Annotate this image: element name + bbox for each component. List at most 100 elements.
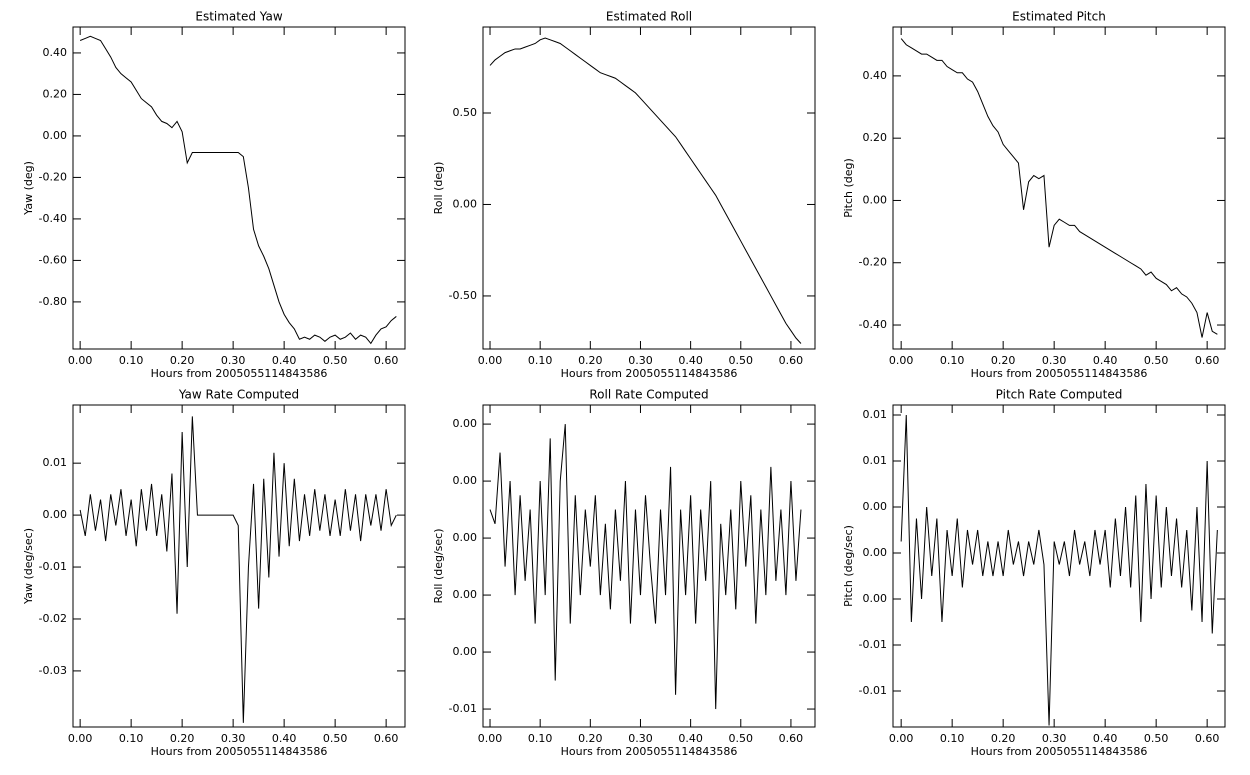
x-tick-label: 0.40 [1093,354,1118,367]
data-line [79,416,397,723]
y-tick-label: -0.80 [39,295,67,308]
data-line [900,38,1218,338]
x-tick-label: 0.60 [779,732,804,745]
plot-frame [482,26,816,350]
y-tick-label: 0.00 [863,500,888,513]
data-line [489,37,802,344]
plot-frame [72,404,406,728]
data-line [900,414,1218,726]
y-tick-label: 0.00 [43,508,68,521]
panel: Roll Rate Computed Hours from 20050551148… [432,388,816,758]
x-tick-label: 0.20 [991,732,1016,745]
y-axis-label: Pitch (deg/sec) [842,525,855,607]
panel-title: Pitch Rate Computed [996,388,1123,402]
x-tick-label: 0.50 [1144,354,1169,367]
y-tick-label: 0.00 [453,588,478,601]
y-tick-label: 0.00 [453,474,478,487]
data-line [489,424,802,710]
plot-frame [892,404,1226,728]
x-axis-label: Hours from 2005055114843586 [561,367,738,380]
x-tick-label: 0.20 [170,354,195,367]
y-tick-label: 0.01 [863,454,888,467]
panel-title: Estimated Pitch [1012,10,1106,24]
x-tick-label: 0.50 [323,732,348,745]
y-tick-label: -0.20 [39,170,67,183]
y-tick-label: 0.20 [43,87,68,100]
plot-frame [72,26,406,350]
x-tick-label: 0.30 [628,354,653,367]
plot-frame [892,26,1226,350]
x-tick-label: 0.20 [578,354,603,367]
panel-title: Roll Rate Computed [589,388,708,402]
panel: Estimated Roll Hours from 200505511484358… [432,10,816,380]
y-tick-label: 0.00 [863,546,888,559]
y-tick-label: 0.00 [453,645,478,658]
x-tick-label: 0.00 [68,354,93,367]
y-tick-label: 0.00 [453,417,478,430]
y-axis-label: Yaw (deg/sec) [22,528,35,605]
panel: Estimated Pitch Hours from 20050551148435… [842,10,1226,380]
panel-title: Estimated Roll [606,10,692,24]
y-tick-label: 0.20 [863,131,888,144]
x-tick-label: 0.50 [729,354,754,367]
panel-title: Estimated Yaw [195,10,282,24]
x-tick-label: 0.30 [1042,732,1067,745]
x-tick-label: 0.00 [889,732,914,745]
x-tick-label: 0.20 [991,354,1016,367]
y-tick-label: 0.00 [863,193,888,206]
x-tick-label: 0.10 [940,354,965,367]
x-tick-label: 0.10 [119,354,144,367]
x-tick-label: 0.60 [374,354,399,367]
y-tick-label: -0.50 [449,289,477,302]
x-tick-label: 0.00 [68,732,93,745]
x-tick-label: 0.00 [889,354,914,367]
x-tick-label: 0.30 [221,354,246,367]
panel: Pitch Rate Computed Hours from 2005055114… [842,388,1226,758]
y-axis-label: Pitch (deg) [842,158,855,218]
y-tick-label: 0.00 [453,197,478,210]
y-tick-label: -0.01 [859,684,887,697]
y-tick-label: 0.01 [43,456,68,469]
panel: Yaw Rate Computed Hours from 200505511484… [22,388,406,758]
y-tick-label: 0.50 [453,106,478,119]
y-tick-label: -0.40 [39,212,67,225]
x-tick-label: 0.60 [1195,732,1220,745]
x-tick-label: 0.00 [478,354,503,367]
x-axis-label: Hours from 2005055114843586 [151,745,328,758]
y-tick-label: -0.01 [449,702,477,715]
y-tick-label: -0.60 [39,253,67,266]
x-tick-label: 0.10 [528,354,553,367]
y-tick-label: -0.01 [859,638,887,651]
y-tick-label: -0.40 [859,318,887,331]
x-tick-label: 0.10 [528,732,553,745]
y-tick-label: 0.00 [43,129,68,142]
panel: Estimated Yaw Hours from 2005055114843586… [22,10,406,380]
x-tick-label: 0.40 [678,732,703,745]
x-tick-label: 0.00 [478,732,503,745]
x-tick-label: 0.60 [374,732,399,745]
x-tick-label: 0.30 [221,732,246,745]
y-tick-label: 0.00 [453,531,478,544]
x-tick-label: 0.30 [1042,354,1067,367]
y-axis-label: Roll (deg) [432,162,445,215]
y-tick-label: -0.02 [39,612,67,625]
x-tick-label: 0.20 [578,732,603,745]
plot-frame [482,404,816,728]
y-axis-label: Yaw (deg) [22,161,35,216]
x-tick-label: 0.10 [940,732,965,745]
y-tick-label: 0.40 [43,46,68,59]
y-tick-label: -0.01 [39,560,67,573]
y-tick-label: 0.00 [863,592,888,605]
x-tick-label: 0.60 [1195,354,1220,367]
x-tick-label: 0.40 [1093,732,1118,745]
x-tick-label: 0.50 [1144,732,1169,745]
x-tick-label: 0.50 [729,732,754,745]
x-tick-label: 0.60 [779,354,804,367]
y-tick-label: 0.40 [863,69,888,82]
x-tick-label: 0.10 [119,732,144,745]
x-tick-label: 0.20 [170,732,195,745]
y-tick-label: -0.03 [39,664,67,677]
y-tick-label: -0.20 [859,256,887,269]
